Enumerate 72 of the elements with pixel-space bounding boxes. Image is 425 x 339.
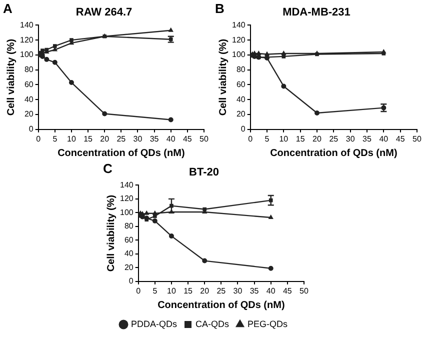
x-axis-title: Concentration of QDs (nM) — [158, 300, 285, 311]
x-tick-label: 20 — [100, 134, 110, 144]
chart-title: MDA-MB-231 — [282, 6, 350, 19]
y-axis-title: Cell viability (%) — [106, 194, 117, 272]
y-tick-label: 80 — [236, 65, 246, 74]
x-axis-title: Concentration of QDs (nM) — [58, 148, 185, 159]
x-tick-label: 25 — [116, 134, 126, 144]
x-tick-label: 20 — [200, 286, 210, 296]
y-tick-label: 120 — [232, 35, 246, 44]
x-tick-label: 40 — [379, 134, 389, 144]
x-tick-label: 30 — [133, 134, 143, 144]
x-tick-label: 40 — [166, 134, 176, 144]
x-tick-label: 5 — [264, 134, 270, 144]
legend-label: PDDA-QDs — [131, 318, 178, 329]
x-axis-title: Concentration of QDs (nM) — [270, 148, 398, 159]
x-tick-label: 30 — [346, 134, 356, 144]
chart-title: BT-20 — [189, 166, 219, 179]
legend-label: PEG-QDs — [248, 318, 288, 329]
y-tick-label: 60 — [236, 80, 246, 89]
x-tick-label: 30 — [233, 286, 243, 296]
x-tick-label: 0 — [36, 134, 42, 144]
text: B — [215, 1, 224, 16]
x-tick-label: 35 — [150, 134, 160, 144]
x-tick-label: 50 — [412, 134, 422, 144]
y-tick-label: 0 — [28, 124, 34, 134]
y-tick-label: 80 — [124, 222, 134, 231]
x-tick-label: 0 — [248, 134, 254, 144]
text: C — [103, 161, 113, 176]
legend-label: CA-QDs — [196, 318, 230, 329]
x-tick-label: 25 — [329, 134, 339, 144]
x-tick-label: 35 — [362, 134, 372, 144]
x-tick-label: 15 — [296, 134, 306, 144]
y-tick-label: 60 — [24, 80, 34, 89]
x-tick-label: 25 — [216, 286, 226, 296]
y-tick-label: 20 — [236, 110, 246, 119]
y-tick-label: 40 — [24, 94, 34, 104]
y-tick-label: 20 — [24, 110, 34, 119]
x-tick-label: 10 — [67, 134, 76, 144]
y-tick-label: 0 — [128, 276, 134, 286]
y-tick-label: 40 — [236, 94, 246, 104]
y-tick-label: 60 — [124, 235, 134, 244]
x-tick-label: 15 — [184, 286, 194, 296]
x-tick-label: 10 — [279, 134, 289, 144]
x-tick-label: 45 — [182, 134, 192, 144]
x-tick-label: 45 — [396, 134, 406, 144]
x-tick-label: 5 — [52, 134, 58, 144]
y-tick-label: 100 — [232, 50, 246, 60]
y-axis-title: Cell viability (%) — [218, 38, 229, 116]
x-tick-label: 40 — [266, 286, 276, 296]
y-tick-label: 100 — [120, 208, 134, 217]
chart-title: RAW 264.7 — [76, 6, 132, 19]
y-tick-label: 140 — [20, 20, 34, 30]
x-tick-label: 15 — [84, 134, 94, 144]
y-tick-label: 80 — [24, 65, 34, 74]
x-tick-label: 50 — [200, 134, 209, 144]
y-tick-label: 120 — [20, 35, 34, 44]
x-tick-label: 35 — [250, 286, 260, 296]
y-axis-title: Cell viability (%) — [6, 38, 17, 116]
x-tick-label: 10 — [167, 286, 176, 296]
y-tick-label: 40 — [124, 249, 134, 258]
y-tick-label: 120 — [120, 194, 134, 204]
y-tick-label: 140 — [232, 20, 246, 30]
x-tick-label: 0 — [136, 286, 142, 296]
x-tick-label: 20 — [312, 134, 322, 144]
y-tick-label: 20 — [124, 262, 134, 272]
y-tick-label: 100 — [20, 50, 34, 60]
x-tick-label: 45 — [282, 286, 292, 296]
x-tick-label: 5 — [152, 286, 158, 296]
y-tick-label: 140 — [120, 180, 134, 190]
text: A — [3, 1, 13, 16]
y-tick-label: 0 — [240, 124, 246, 134]
x-tick-label: 50 — [300, 286, 309, 296]
